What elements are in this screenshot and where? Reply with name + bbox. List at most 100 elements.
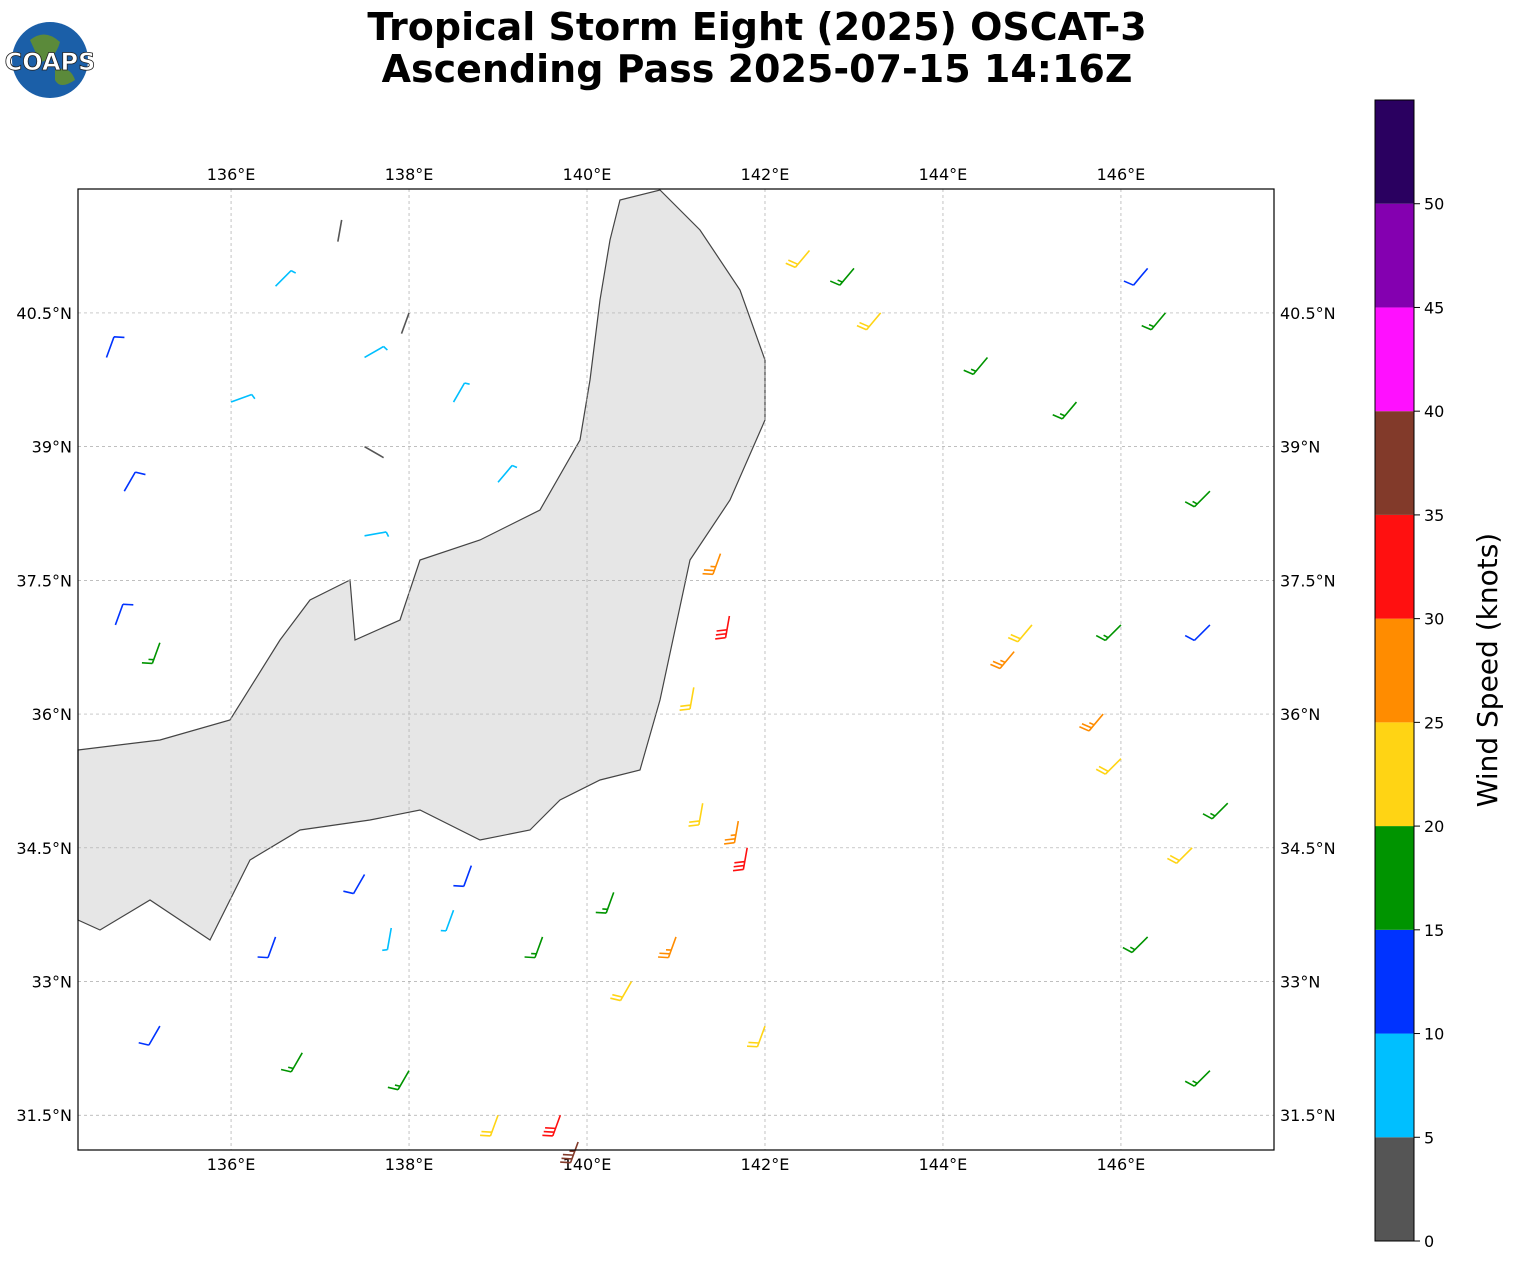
wind-barb bbox=[732, 847, 748, 872]
wind-barb bbox=[856, 312, 882, 331]
wind-barb bbox=[524, 936, 544, 959]
colorbar-bin bbox=[1375, 203, 1414, 308]
wind-barb bbox=[1184, 624, 1211, 642]
wind-barb bbox=[595, 892, 615, 914]
wind-barb bbox=[114, 603, 134, 626]
wind-barb bbox=[658, 936, 677, 959]
colorbar-bin bbox=[1375, 1137, 1414, 1241]
wind-barb bbox=[400, 312, 410, 334]
land bbox=[77, 189, 766, 941]
colorbar-tick-label: 20 bbox=[1424, 817, 1444, 836]
chart-title: Tropical Storm Eight (2025) OSCAT-3 bbox=[367, 5, 1146, 49]
wind-barb bbox=[364, 445, 384, 459]
x-tick-label: 146°E bbox=[1097, 1155, 1146, 1174]
x-tick-label: 138°E bbox=[385, 1155, 434, 1174]
y-tick-label: 33°N bbox=[32, 973, 72, 992]
wind-barb bbox=[688, 803, 704, 827]
colorbar-label: Wind Speed (knots) bbox=[1471, 533, 1504, 807]
x-tick-label: 142°E bbox=[741, 1155, 790, 1174]
wind-barb bbox=[452, 382, 470, 403]
map-frame bbox=[77, 188, 1275, 1151]
y-tick-label: 31.5°N bbox=[1280, 1106, 1336, 1125]
colorbar-bin bbox=[1375, 929, 1414, 1034]
x-tick-label: 144°E bbox=[919, 1155, 968, 1174]
wind-barb bbox=[1184, 490, 1211, 508]
y-tick-label: 36°N bbox=[1280, 705, 1320, 724]
wind-barb bbox=[105, 336, 125, 358]
wind-barb bbox=[382, 927, 393, 952]
y-tick-label: 40.5°N bbox=[1280, 304, 1336, 323]
logo: COAPS bbox=[4, 22, 96, 98]
colorbar-tick-label: 15 bbox=[1424, 921, 1444, 940]
wind-barb bbox=[1079, 713, 1104, 732]
colorbar-tick-label: 0 bbox=[1424, 1232, 1434, 1251]
logo-land bbox=[30, 34, 75, 85]
colorbar-bin bbox=[1375, 1033, 1414, 1138]
x-tick-label: 138°E bbox=[385, 165, 434, 184]
wind-barb bbox=[990, 651, 1015, 670]
wind-barb bbox=[141, 642, 161, 665]
wind-barb bbox=[230, 393, 256, 403]
wind-barbs bbox=[105, 219, 1229, 1164]
colorbar-bin bbox=[1375, 100, 1414, 204]
y-tick-label: 39°N bbox=[1280, 438, 1320, 457]
colorbar-tick-label: 5 bbox=[1424, 1128, 1434, 1147]
y-tick-label: 34.5°N bbox=[1280, 839, 1336, 858]
wind-barb bbox=[274, 269, 297, 287]
wind-barb bbox=[440, 909, 455, 932]
wind-barb bbox=[343, 874, 366, 895]
wind-barb bbox=[1202, 802, 1229, 820]
colorbar-bin bbox=[1375, 722, 1414, 827]
wind-barb bbox=[746, 1025, 766, 1048]
x-tick-label: 146°E bbox=[1097, 165, 1146, 184]
x-tick-label: 136°E bbox=[207, 165, 256, 184]
wind-barb bbox=[364, 531, 390, 537]
wind-barb bbox=[1184, 1070, 1211, 1087]
colorbar-tick-label: 25 bbox=[1424, 713, 1444, 732]
colorbar-bin bbox=[1375, 826, 1414, 930]
y-tick-label: 37.5°N bbox=[1280, 571, 1336, 590]
wind-barb bbox=[560, 1141, 579, 1164]
wind-barb bbox=[702, 553, 722, 576]
wind-barb bbox=[1141, 312, 1167, 331]
wind-barb bbox=[453, 865, 473, 888]
wind-barb bbox=[280, 1052, 303, 1073]
x-tick-label: 142°E bbox=[741, 165, 790, 184]
wind-barb bbox=[1123, 267, 1149, 286]
wind-barb bbox=[610, 981, 633, 1002]
wind-barb bbox=[542, 1114, 562, 1137]
colorbar-tick-label: 10 bbox=[1424, 1025, 1444, 1044]
wind-barb bbox=[1122, 936, 1149, 954]
x-tick-label: 140°E bbox=[563, 1155, 612, 1174]
wind-barb bbox=[1007, 624, 1033, 643]
wind-barb bbox=[337, 219, 343, 242]
wind-barb bbox=[829, 267, 855, 286]
y-tick-label: 39°N bbox=[32, 438, 72, 457]
wind-barb bbox=[724, 820, 740, 845]
wind-barb bbox=[1052, 401, 1078, 420]
colorbar-bin bbox=[1375, 618, 1414, 723]
wind-barb bbox=[497, 464, 518, 483]
wind-barb bbox=[1095, 624, 1122, 642]
colorbar-tick-label: 40 bbox=[1424, 402, 1444, 421]
wind-barb bbox=[123, 471, 146, 492]
x-tick-label: 144°E bbox=[919, 165, 968, 184]
y-tick-label: 40.5°N bbox=[16, 304, 72, 323]
wind-barb bbox=[1167, 847, 1193, 865]
colorbar-bin bbox=[1375, 307, 1414, 412]
wind-barb bbox=[963, 356, 989, 376]
wind-barb bbox=[480, 1114, 499, 1137]
y-tick-label: 31.5°N bbox=[16, 1106, 72, 1125]
wind-barb bbox=[679, 687, 695, 712]
colorbar-tick-label: 45 bbox=[1424, 298, 1444, 317]
x-tick-label: 140°E bbox=[563, 165, 612, 184]
y-tick-label: 33°N bbox=[1280, 973, 1320, 992]
colorbar-tick-label: 30 bbox=[1424, 610, 1444, 629]
wind-barb bbox=[785, 249, 811, 269]
y-tick-label: 37.5°N bbox=[16, 571, 72, 590]
chart-subtitle: Ascending Pass 2025-07-15 14:16Z bbox=[382, 47, 1133, 91]
wind-barb bbox=[387, 1070, 410, 1091]
x-tick-label: 136°E bbox=[207, 1155, 256, 1174]
wind-barb bbox=[257, 936, 277, 959]
